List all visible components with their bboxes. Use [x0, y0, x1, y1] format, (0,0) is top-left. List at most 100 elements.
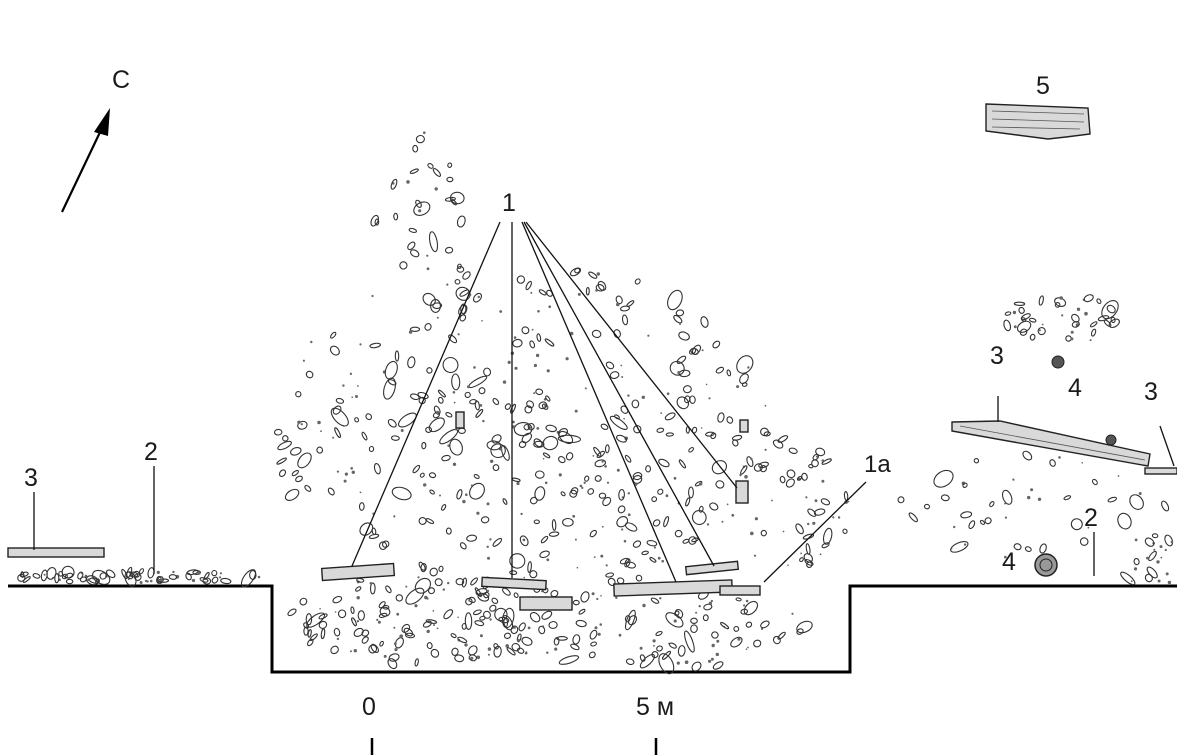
- stone: [480, 516, 490, 524]
- stone-dot: [447, 581, 450, 585]
- stone-dot: [558, 473, 562, 477]
- stone: [519, 535, 529, 547]
- stone: [541, 610, 553, 620]
- stone: [633, 425, 642, 434]
- label-4-lower: 4: [1002, 548, 1016, 576]
- stone: [1071, 321, 1080, 328]
- stone-dot: [750, 457, 753, 461]
- stone-dot: [576, 566, 579, 569]
- stone: [796, 628, 804, 635]
- stone: [688, 536, 697, 545]
- stone: [609, 415, 628, 430]
- stone: [600, 423, 609, 430]
- stone-dot: [487, 556, 490, 560]
- stone: [455, 286, 471, 301]
- stone-dot: [599, 479, 601, 482]
- stone: [806, 561, 813, 569]
- stone: [295, 391, 302, 398]
- stone: [617, 505, 626, 514]
- stone-dot: [43, 573, 46, 576]
- stone-dot: [1133, 567, 1138, 571]
- stone: [368, 644, 378, 654]
- stone-dot: [579, 484, 583, 488]
- stone: [562, 517, 574, 527]
- stone-dot: [481, 319, 483, 322]
- stone: [503, 632, 512, 639]
- stone-dot: [653, 546, 657, 549]
- spot-4-upper: [1051, 355, 1065, 369]
- stone: [426, 367, 433, 374]
- stone: [542, 452, 551, 459]
- stone: [490, 443, 506, 459]
- stone-dot: [572, 514, 576, 518]
- stone: [536, 333, 542, 342]
- stone: [843, 490, 849, 501]
- stone-dot: [302, 359, 305, 362]
- stone: [703, 603, 713, 611]
- stone: [379, 640, 384, 647]
- stone: [501, 615, 514, 631]
- stone: [334, 427, 341, 439]
- stone: [438, 565, 444, 573]
- stone: [427, 587, 436, 595]
- stone: [369, 582, 376, 595]
- stone: [472, 609, 482, 616]
- stone-dot: [807, 522, 810, 526]
- stone-dot: [660, 412, 663, 414]
- stone: [658, 458, 670, 468]
- stone: [390, 435, 400, 441]
- stone: [1096, 298, 1102, 305]
- stone-dot: [487, 653, 490, 656]
- stone: [361, 431, 368, 441]
- stone: [469, 482, 485, 500]
- stone: [58, 570, 64, 577]
- stone-dot: [554, 647, 558, 651]
- stone-dot: [351, 470, 355, 474]
- stone: [1021, 317, 1027, 322]
- stone-dot: [533, 392, 536, 395]
- stone: [516, 647, 525, 654]
- stone: [772, 635, 781, 645]
- stone-dot: [546, 369, 550, 373]
- stone: [712, 340, 721, 349]
- stone: [446, 176, 454, 183]
- stone: [544, 338, 555, 347]
- stone-dot: [447, 444, 450, 447]
- stone: [635, 574, 643, 582]
- stone-dot: [621, 496, 624, 499]
- stone-dot: [470, 656, 474, 660]
- stone: [560, 491, 566, 497]
- stone-dot: [486, 589, 490, 593]
- stone-dot: [677, 371, 681, 375]
- stone: [456, 266, 465, 273]
- stone-dot: [436, 316, 439, 319]
- stone: [304, 484, 312, 492]
- label-3-left: 3: [24, 464, 38, 492]
- stone: [521, 326, 530, 335]
- stone-dot: [432, 610, 435, 612]
- stone: [240, 569, 257, 588]
- stone: [418, 517, 427, 525]
- stone-dot: [433, 624, 435, 626]
- stone-dot: [782, 530, 785, 533]
- label-1: 1: [502, 189, 516, 217]
- stone: [545, 424, 557, 433]
- stone-dot: [383, 654, 387, 658]
- stone: [673, 314, 683, 324]
- stone: [284, 488, 300, 501]
- stone-dot: [487, 647, 492, 651]
- stone: [373, 462, 381, 475]
- stone-dot: [647, 334, 650, 337]
- stone: [509, 570, 518, 575]
- scale-bar: 0 5 м: [362, 693, 674, 755]
- stone: [538, 625, 546, 635]
- label-1a: 1а: [864, 451, 891, 478]
- stone-dot: [581, 486, 584, 489]
- stone-dot: [139, 581, 143, 584]
- stone-dot: [434, 187, 438, 191]
- stone: [513, 592, 519, 599]
- stone: [491, 597, 499, 604]
- stone: [558, 655, 580, 665]
- stone: [442, 356, 459, 374]
- stone-dot: [787, 564, 789, 566]
